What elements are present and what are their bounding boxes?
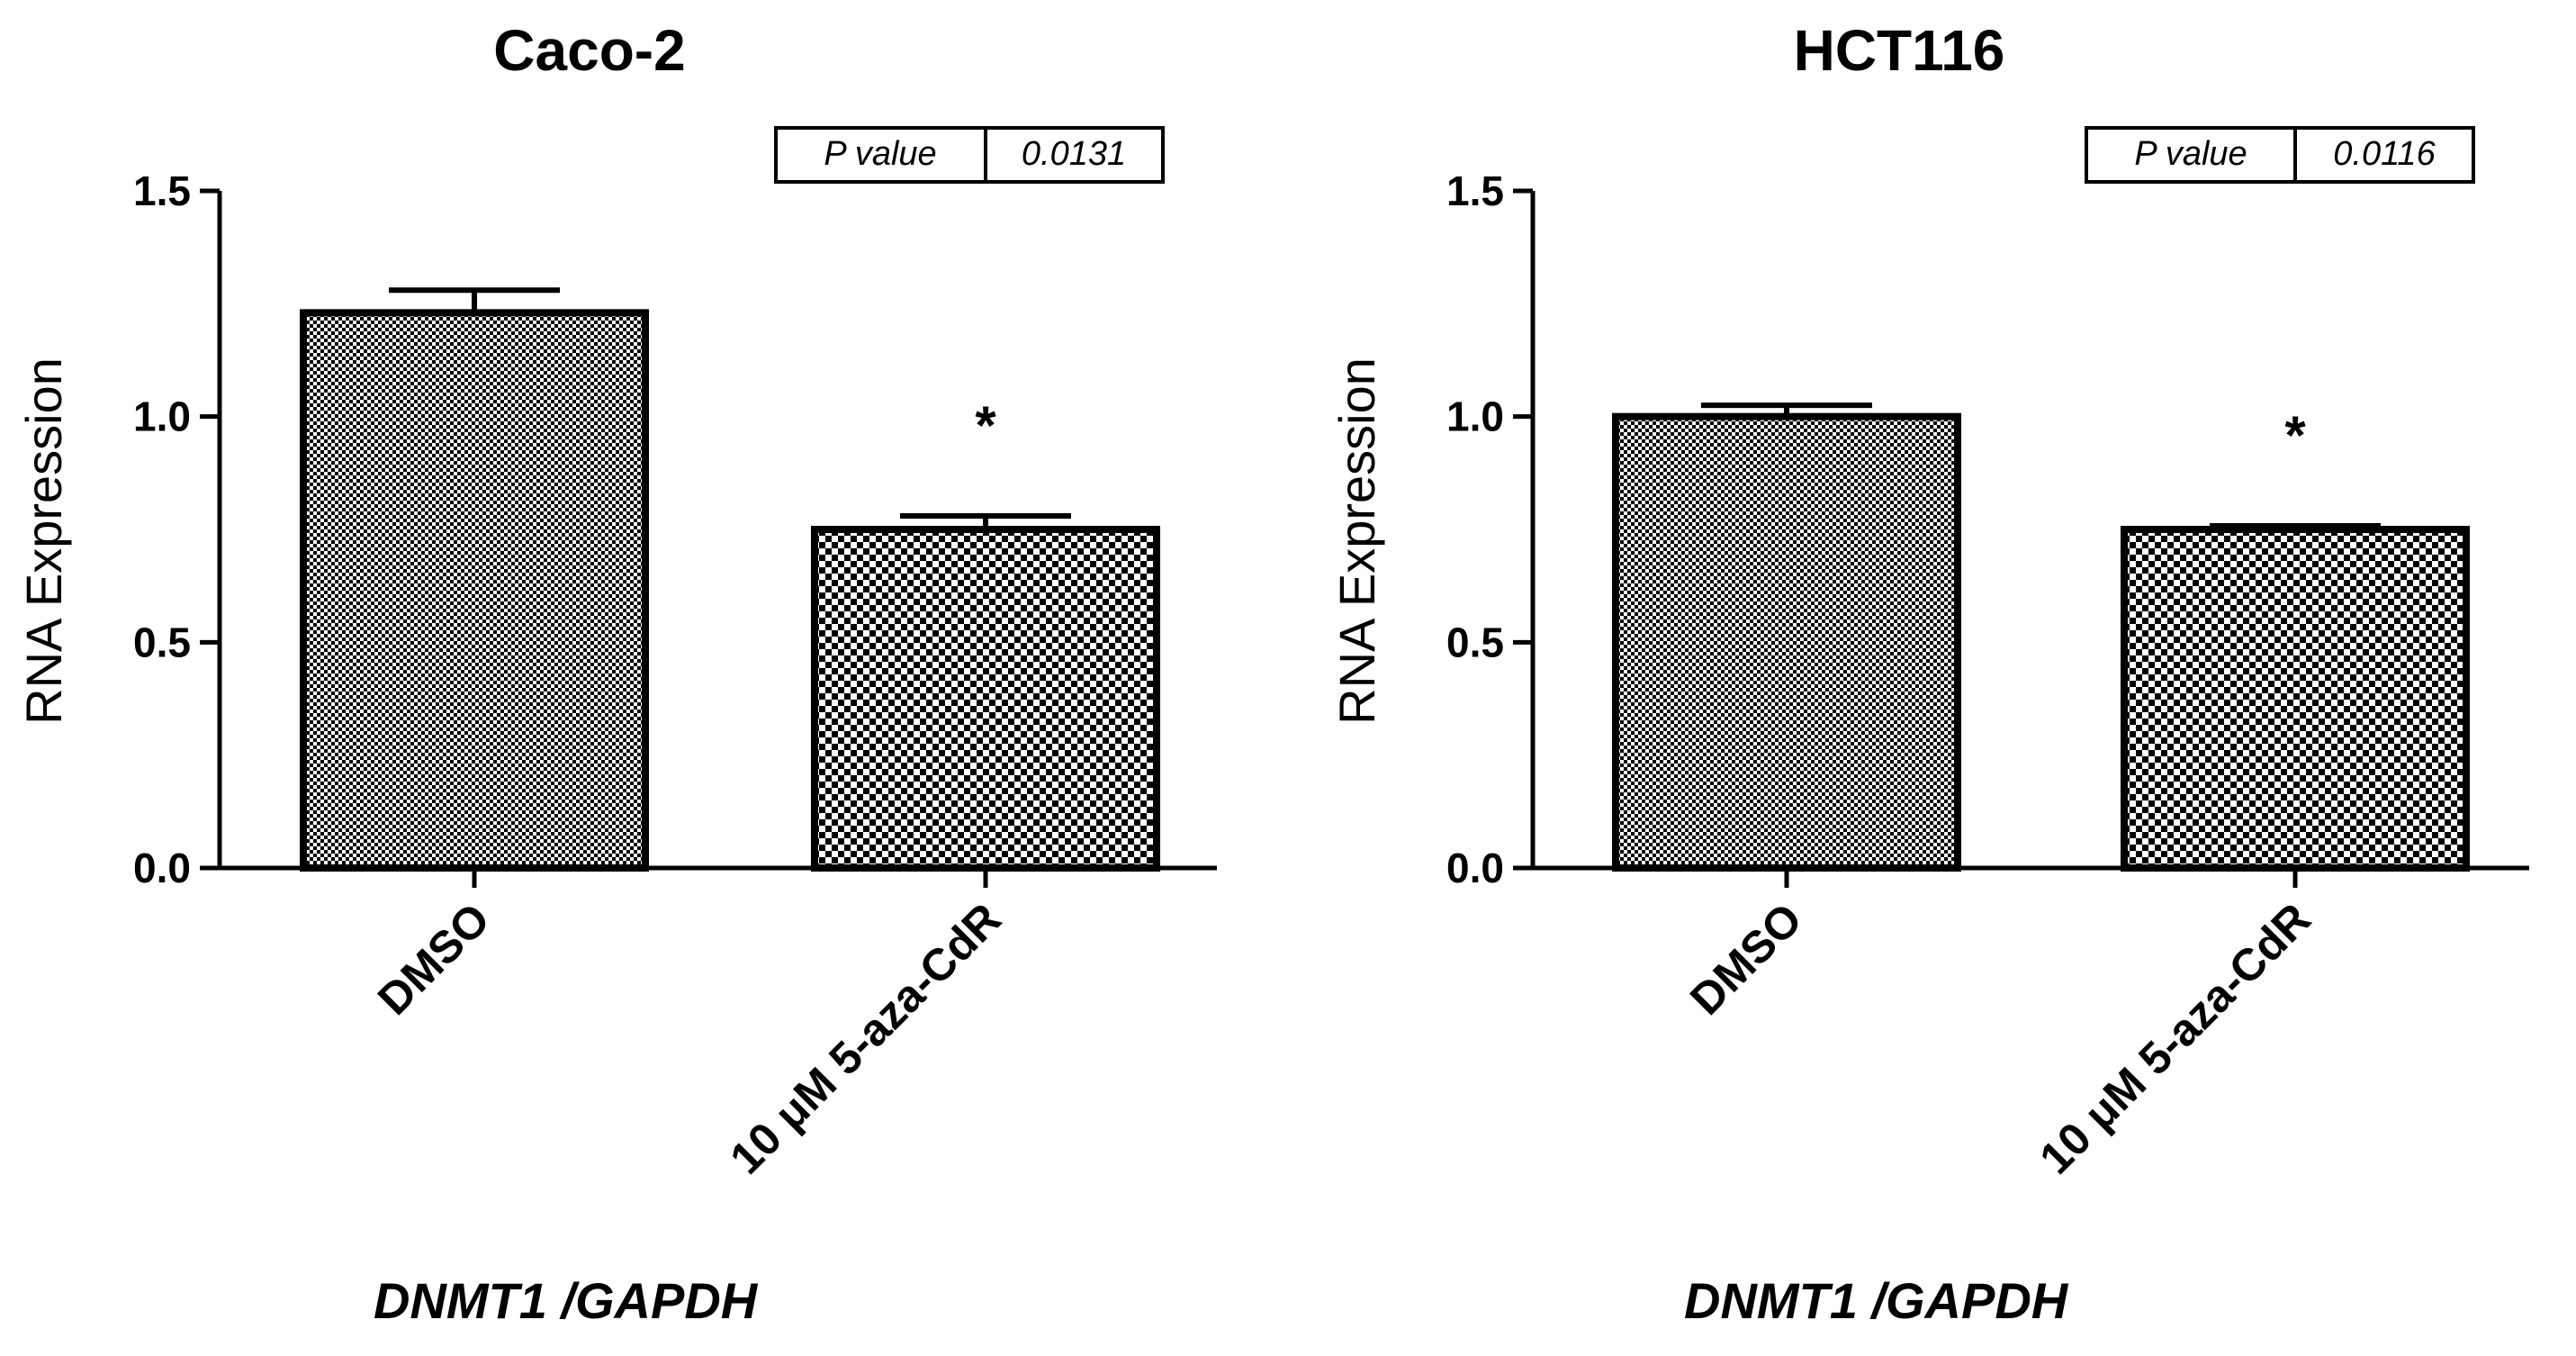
pvalue-box-frame (774, 126, 1165, 184)
pvalue-label: P value (824, 135, 936, 173)
y-tick-label: 1.0 (1446, 393, 1504, 440)
y-tick-label: 1.5 (1446, 167, 1504, 214)
chart-title: HCT116 (1794, 18, 2005, 83)
pvalue-box-frame (2085, 126, 2475, 184)
pvalue-label: P value (2134, 135, 2247, 173)
x-tick-label: DMSO (368, 893, 500, 1025)
y-ticks-1: 0.0 0.5 1.0 1.5 (133, 167, 220, 891)
footnote-label: DNMT1 /GAPDH (374, 1272, 759, 1329)
y-tick-label: 0.5 (1446, 619, 1504, 665)
x-ticks-1: DMSO 10 μM 5-aza-CdR (368, 868, 1011, 1184)
significance-marker: * (975, 395, 996, 456)
bars-2: * (1612, 402, 2470, 872)
y-tick-label: 1.0 (133, 393, 191, 440)
y-axis-label: RNA Expression (15, 357, 72, 725)
pvalue-box: P value 0.0131 (774, 126, 1165, 184)
bar (811, 526, 1160, 872)
chart-title: Caco-2 (493, 18, 685, 83)
x-ticks-2: DMSO 10 μM 5-aza-CdR (1680, 868, 2320, 1184)
footnote-label: DNMT1 /GAPDH (1684, 1272, 2069, 1329)
y-axis-label: RNA Expression (1329, 357, 1385, 725)
pvalue-value: 0.0116 (2333, 135, 2436, 173)
bar (300, 309, 649, 872)
chart-panel-2: HCT116 P value 0.0116 0.0 0.5 1.0 1.5 RNA E… (1329, 18, 2529, 1329)
pvalue-box: P value 0.0116 (2085, 126, 2475, 184)
bars-1: * (300, 287, 1160, 872)
x-tick-label: 10 μM 5-aza-CdR (2030, 893, 2320, 1184)
x-tick-label: 10 μM 5-aza-CdR (720, 893, 1011, 1184)
y-ticks-2: 0.0 0.5 1.0 1.5 (1446, 167, 1533, 891)
y-tick-label: 0.0 (133, 845, 191, 891)
significance-marker: * (2284, 405, 2306, 466)
y-tick-label: 1.5 (133, 167, 191, 214)
x-tick-label: DMSO (1680, 893, 1812, 1025)
bar (2121, 526, 2470, 872)
chart-panel-1: Caco-2 P value 0.0131 0.0 0.5 1.0 1.5 RNA E… (15, 18, 1217, 1329)
y-tick-label: 0.5 (133, 619, 191, 665)
pvalue-value: 0.0131 (1022, 135, 1126, 173)
bar (1612, 412, 1961, 872)
y-tick-label: 0.0 (1446, 845, 1504, 891)
y-axis: 0.0 0.5 1.0 1.5 RNA Expression (15, 167, 222, 891)
y-axis: 0.0 0.5 1.0 1.5 RNA Expression (1329, 167, 1536, 891)
